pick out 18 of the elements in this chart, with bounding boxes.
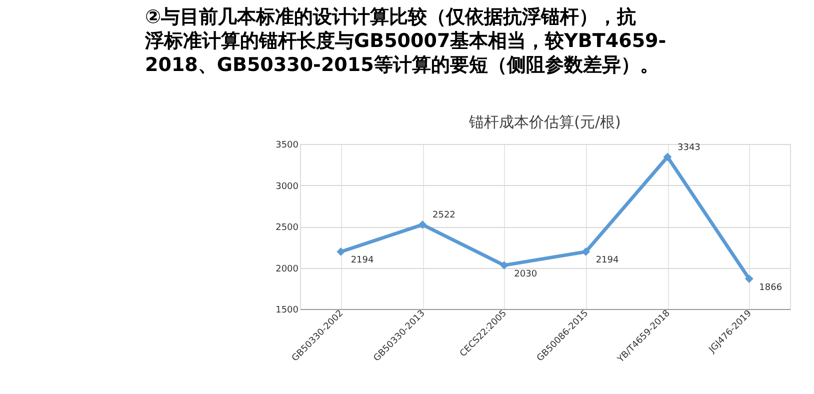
point [418,220,427,229]
data-label: 2030 [514,269,538,280]
data-label: 2194 [350,256,374,266]
point [336,248,346,256]
chart-title: 锚杆成本价估算(元/根) [468,113,621,131]
data-label: 1866 [759,282,782,293]
text: ②与目前几本标准的设计计算比较（仅依据抗浮锚杆），抗 [145,6,636,28]
data-label: 2522 [432,210,456,221]
y-tick-label: 3500 [276,140,299,150]
data-label: 2194 [596,256,620,266]
point [744,274,754,283]
y-tick-label: 2000 [276,264,299,274]
text: 2018、GB50330-2015等计算的要短（侧阻参数差异）。 [145,54,659,76]
point [663,152,672,162]
text: 浮标准计算的锚杆长度与GB50007基本相当，较YBT4659- [144,30,666,52]
data-label: 3343 [678,142,700,153]
y-tick-label: 3000 [276,182,299,192]
y-tick-label: 2500 [276,223,299,233]
